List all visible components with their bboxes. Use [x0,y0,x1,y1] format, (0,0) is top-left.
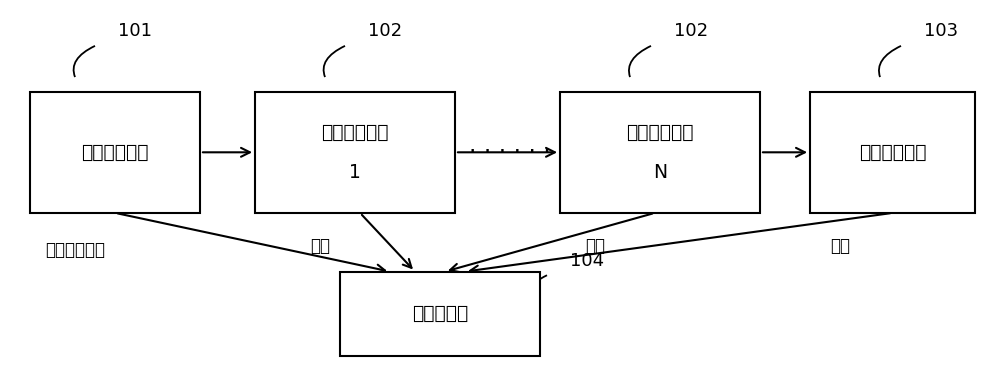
Text: 端口: 端口 [830,237,850,255]
Text: · · · · · ·: · · · · · · [469,140,551,164]
Text: 101: 101 [118,22,152,40]
FancyBboxPatch shape [255,92,455,213]
FancyBboxPatch shape [810,92,975,213]
Text: 入口网络设备: 入口网络设备 [81,143,149,162]
Text: 端口: 端口 [310,237,330,255]
Text: 1: 1 [349,163,361,182]
Text: 104: 104 [570,252,604,270]
Text: 中间网络设备: 中间网络设备 [321,123,389,142]
Text: 端口: 端口 [585,237,605,255]
FancyBboxPatch shape [560,92,760,213]
Text: 目标网络设备: 目标网络设备 [859,143,926,162]
Text: 源信息、端口: 源信息、端口 [45,240,105,259]
Text: 中间网络设备: 中间网络设备 [626,123,694,142]
Text: 旁路服务器: 旁路服务器 [412,304,468,323]
FancyBboxPatch shape [30,92,200,213]
Text: N: N [653,163,667,182]
Text: 102: 102 [674,22,708,40]
Text: 102: 102 [368,22,402,40]
Text: 103: 103 [924,22,958,40]
FancyBboxPatch shape [340,272,540,356]
